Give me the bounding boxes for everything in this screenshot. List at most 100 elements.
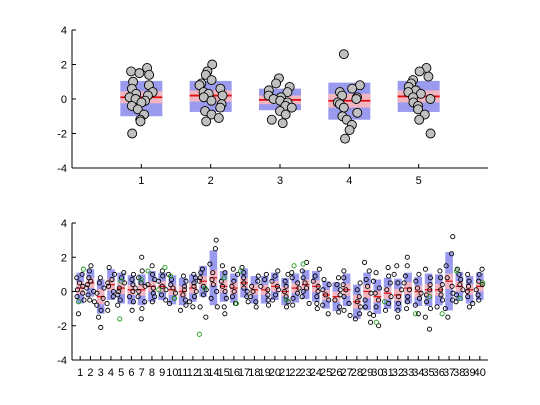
x-tick-label: 5 bbox=[118, 367, 124, 379]
data-point bbox=[182, 287, 188, 293]
data-point bbox=[86, 268, 92, 274]
data-point bbox=[326, 282, 332, 288]
data-point bbox=[465, 294, 471, 300]
data-point bbox=[314, 306, 320, 312]
data-point bbox=[434, 304, 440, 310]
x-tick-label: 2 bbox=[87, 367, 93, 379]
data-point bbox=[418, 290, 424, 296]
data-point bbox=[404, 263, 410, 269]
x-tick-label: 31 bbox=[381, 367, 393, 379]
outlier-point bbox=[233, 300, 239, 307]
data-point bbox=[437, 268, 443, 274]
data-point bbox=[101, 285, 107, 291]
data-point bbox=[445, 314, 451, 320]
x-tick-label: 16 bbox=[228, 367, 240, 379]
data-point bbox=[286, 102, 297, 113]
outlier-point bbox=[221, 275, 227, 281]
data-point bbox=[299, 268, 305, 274]
data-point bbox=[443, 263, 449, 269]
data-point bbox=[403, 306, 410, 312]
x-tick-label: 4 bbox=[108, 367, 114, 379]
data-point bbox=[295, 280, 301, 286]
y-tick-label: 0 bbox=[61, 287, 67, 299]
data-point bbox=[201, 116, 212, 127]
data-point bbox=[357, 311, 363, 317]
data-point bbox=[130, 288, 136, 295]
y-tick-label: 4 bbox=[61, 25, 67, 37]
data-point bbox=[88, 278, 94, 284]
data-point bbox=[272, 273, 278, 279]
data-point bbox=[376, 297, 382, 303]
data-point bbox=[422, 266, 429, 272]
data-point bbox=[354, 299, 360, 305]
data-point bbox=[283, 283, 289, 289]
data-point bbox=[105, 283, 112, 289]
data-point bbox=[304, 285, 310, 291]
data-point bbox=[81, 297, 87, 303]
data-point bbox=[314, 300, 320, 307]
data-point bbox=[94, 302, 100, 308]
data-point bbox=[404, 299, 411, 305]
data-point bbox=[158, 292, 165, 298]
data-point bbox=[168, 276, 174, 283]
data-point bbox=[213, 113, 224, 123]
data-point bbox=[180, 292, 186, 298]
data-point bbox=[306, 300, 312, 307]
data-point bbox=[241, 285, 247, 291]
data-point bbox=[253, 304, 259, 310]
outlier-point bbox=[196, 331, 202, 337]
data-point bbox=[110, 288, 117, 295]
data-point bbox=[362, 304, 368, 310]
data-point bbox=[321, 276, 327, 283]
data-point bbox=[265, 292, 271, 298]
data-point bbox=[80, 290, 86, 296]
data-point bbox=[395, 294, 402, 300]
data-point bbox=[289, 275, 295, 281]
x-tick-label: 19 bbox=[259, 367, 271, 379]
data-point bbox=[105, 307, 111, 313]
data-point bbox=[229, 294, 235, 300]
data-point bbox=[372, 290, 378, 296]
data-point bbox=[234, 271, 241, 277]
data-point bbox=[395, 300, 402, 307]
data-point bbox=[414, 114, 425, 125]
data-point bbox=[391, 271, 397, 277]
data-point bbox=[422, 314, 428, 320]
data-point bbox=[215, 102, 226, 113]
data-point bbox=[222, 311, 228, 317]
data-point bbox=[427, 275, 433, 281]
data-point bbox=[402, 273, 408, 279]
data-point bbox=[357, 280, 363, 286]
data-point bbox=[182, 283, 188, 289]
outlier-point bbox=[117, 316, 123, 322]
data-point bbox=[191, 294, 198, 300]
data-point bbox=[384, 287, 390, 293]
outlier-point bbox=[138, 276, 144, 283]
x-tick-label: 6 bbox=[128, 367, 134, 379]
data-point bbox=[75, 311, 82, 317]
data-point bbox=[104, 300, 110, 307]
data-point bbox=[343, 287, 349, 293]
data-point bbox=[361, 259, 368, 265]
x-tick-label: 12 bbox=[187, 367, 199, 379]
data-point bbox=[192, 275, 198, 281]
data-point bbox=[465, 283, 471, 289]
data-point bbox=[130, 271, 137, 277]
data-point bbox=[126, 294, 133, 300]
data-point bbox=[352, 107, 363, 118]
x-tick-label: 1 bbox=[138, 175, 144, 187]
data-point bbox=[283, 294, 289, 300]
outlier-point bbox=[413, 311, 419, 317]
data-point bbox=[180, 273, 186, 279]
data-point bbox=[74, 287, 80, 293]
data-point bbox=[476, 278, 482, 284]
data-point bbox=[98, 307, 104, 313]
data-point bbox=[315, 288, 321, 295]
data-point bbox=[149, 271, 156, 277]
data-point bbox=[376, 285, 382, 291]
data-point bbox=[97, 275, 103, 281]
x-tick-label: 23 bbox=[299, 367, 311, 379]
data-point bbox=[368, 319, 374, 325]
data-point bbox=[340, 133, 351, 144]
